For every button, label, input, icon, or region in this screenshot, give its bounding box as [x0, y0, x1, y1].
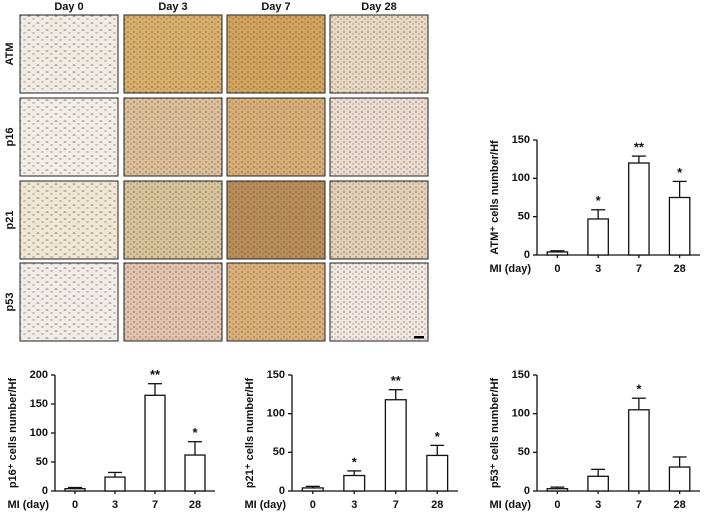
bar — [301, 487, 324, 492]
y-tick-label: 100 — [512, 408, 530, 420]
x-tick-label: 28 — [431, 499, 443, 511]
bar — [426, 454, 449, 492]
y-tick-label: 50 — [518, 446, 530, 458]
micrograph-texture — [123, 14, 223, 94]
micrograph-texture — [123, 97, 223, 177]
x-tick-label: 28 — [189, 499, 201, 511]
bar — [546, 251, 569, 256]
micrograph-texture — [226, 14, 326, 94]
x-tick-label: 28 — [674, 499, 686, 511]
significance-mark: * — [677, 165, 683, 180]
x-tick-label: 7 — [393, 499, 399, 511]
significance-mark: ** — [634, 140, 645, 155]
bar — [104, 476, 126, 492]
significance-mark: * — [636, 382, 642, 397]
significance-mark: * — [352, 454, 358, 469]
column-label: Day 3 — [158, 1, 187, 13]
x-tick-label: 3 — [595, 499, 601, 511]
x-tick-label: 3 — [595, 263, 601, 275]
micrograph-texture — [226, 262, 326, 342]
significance-mark: * — [596, 193, 602, 208]
y-tick-label: 150 — [267, 369, 285, 381]
row-label: p21 — [4, 211, 16, 230]
micrograph-texture — [226, 97, 326, 177]
x-tick-label: 0 — [554, 499, 560, 511]
y-axis-label: p16⁺ cells number/Hf — [7, 377, 19, 488]
column-label: Day 7 — [261, 1, 290, 13]
micrograph-texture — [226, 180, 326, 260]
significance-mark: * — [435, 429, 441, 444]
y-tick-label: 50 — [273, 446, 285, 458]
x-tick-label: 3 — [351, 499, 357, 511]
x-tick-label: 3 — [112, 499, 118, 511]
bar — [64, 488, 86, 492]
bar — [628, 162, 650, 256]
bar — [668, 466, 691, 492]
x-tick-label: 0 — [554, 263, 560, 275]
x-tick-label: 28 — [674, 263, 686, 275]
scale-bar — [414, 336, 424, 339]
bar — [546, 488, 569, 492]
y-tick-label: 100 — [512, 172, 530, 184]
micrograph-grid: Day 0 Day 3 Day 7 Day 28 ATM p16 p21 p53 — [4, 1, 429, 342]
bar — [587, 218, 609, 256]
significance-mark: ** — [150, 367, 161, 382]
y-axis-label: ATM⁺ cells number/Hf — [489, 140, 501, 255]
x-tick-label: 7 — [636, 499, 642, 511]
y-tick-label: 0 — [279, 485, 285, 497]
row-label: ATM — [4, 42, 16, 65]
column-label: Day 28 — [361, 1, 396, 13]
x-axis-label: MI (day) — [244, 499, 286, 511]
column-label: Day 0 — [54, 1, 83, 13]
micrograph-texture — [123, 262, 223, 342]
y-tick-label: 200 — [30, 369, 48, 381]
significance-mark: ** — [391, 373, 402, 388]
micrograph-texture — [19, 14, 119, 94]
y-tick-label: 150 — [512, 134, 530, 146]
bar — [384, 399, 407, 492]
y-tick-label: 0 — [524, 485, 530, 497]
row-label: p53 — [4, 293, 16, 312]
x-axis-label: MI (day) — [489, 263, 531, 275]
bar — [587, 475, 609, 492]
y-tick-label: 100 — [30, 427, 48, 439]
significance-mark: * — [192, 425, 198, 440]
y-tick-label: 150 — [30, 398, 48, 410]
x-tick-label: 7 — [152, 499, 158, 511]
bar — [343, 474, 366, 492]
bar — [668, 196, 691, 256]
bar — [144, 394, 166, 492]
micrograph-texture — [123, 180, 223, 260]
y-tick-label: 150 — [512, 369, 530, 381]
micrograph-texture — [19, 180, 119, 260]
y-tick-label: 0 — [524, 249, 530, 261]
micrograph-texture — [329, 262, 429, 342]
y-tick-label: 100 — [267, 408, 285, 420]
x-axis-label: MI (day) — [489, 499, 531, 511]
x-axis-label: MI (day) — [7, 499, 49, 511]
x-tick-label: 0 — [72, 499, 78, 511]
bar — [628, 409, 650, 492]
y-tick-label: 0 — [42, 485, 48, 497]
y-tick-label: 50 — [36, 456, 48, 468]
micrograph-texture — [329, 180, 429, 260]
x-tick-label: 0 — [310, 499, 316, 511]
y-axis-label: p21⁺ cells number/Hf — [244, 377, 256, 488]
micrograph-texture — [329, 97, 429, 177]
row-label: p16 — [4, 128, 16, 147]
micrograph-texture — [19, 262, 119, 342]
bar — [184, 454, 206, 492]
x-tick-label: 7 — [636, 263, 642, 275]
y-axis-label: p53⁺ cells number/Hf — [489, 377, 501, 488]
micrograph-texture — [329, 14, 429, 94]
micrograph-texture — [19, 97, 119, 177]
y-tick-label: 50 — [518, 211, 530, 223]
